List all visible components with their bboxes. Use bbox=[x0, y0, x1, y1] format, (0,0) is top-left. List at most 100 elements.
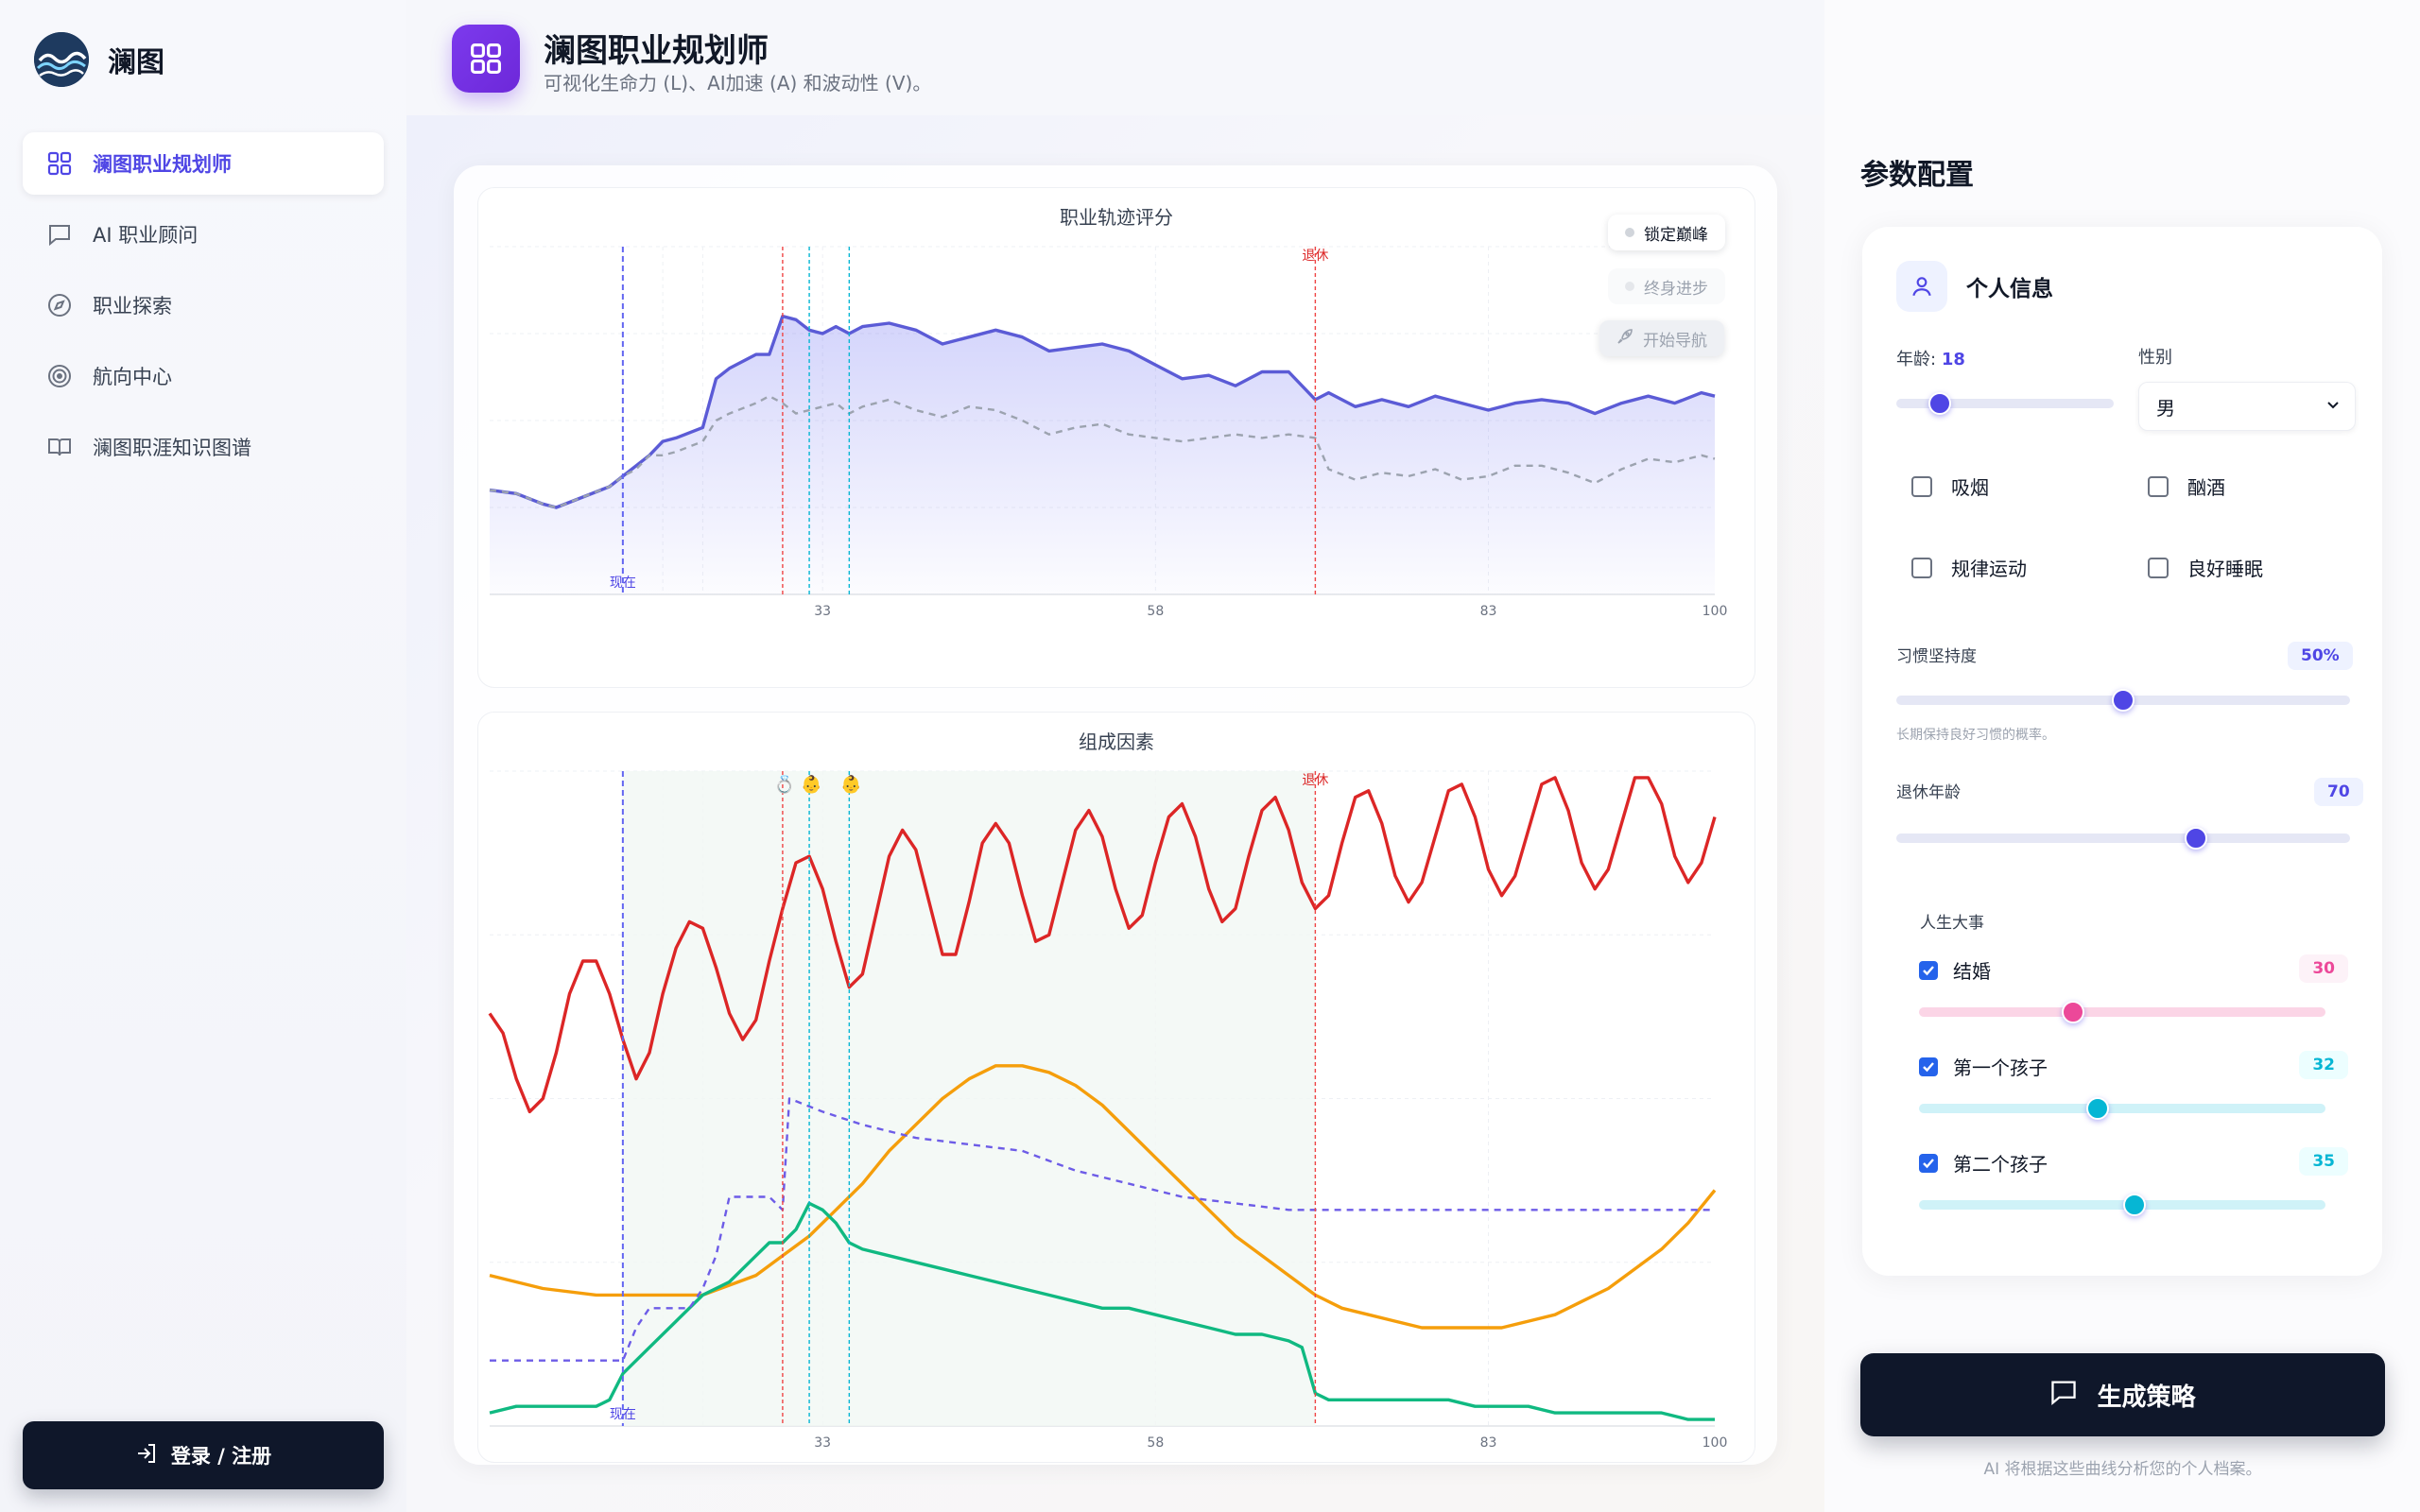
habit-persistence-label: 习惯坚持度 bbox=[1896, 647, 1977, 666]
checkbox[interactable] bbox=[2148, 475, 2169, 497]
sidebar-item-heading-center[interactable]: 航向中心 bbox=[23, 345, 384, 407]
event-age-badge: 30 bbox=[2299, 954, 2348, 983]
age-slider-handle[interactable] bbox=[1928, 392, 1951, 415]
habit-persistence-badge: 50% bbox=[2288, 642, 2353, 670]
life-events-label: 人生大事 bbox=[1920, 914, 1984, 933]
sidebar-nav: 澜图职业规划师 AI 职业顾问 职业探索 航向中心 澜图职涯知识图谱 bbox=[23, 132, 384, 487]
now-label: 现在 bbox=[610, 1407, 636, 1422]
event-label: 结婚 bbox=[1953, 960, 1991, 983]
age-label: 年龄: 18 bbox=[1896, 350, 1965, 369]
checkbox-checked-icon[interactable] bbox=[1919, 960, 1938, 980]
login-label: 登录 / 注册 bbox=[170, 1445, 272, 1468]
config-title: 参数配置 bbox=[1860, 159, 1974, 192]
rocket-icon bbox=[1616, 328, 1634, 350]
event-age-handle[interactable] bbox=[2086, 1097, 2110, 1120]
lock-peak-button[interactable]: 锁定巅峰 bbox=[1608, 215, 1725, 250]
event-checkbox[interactable]: 第二个孩子 bbox=[1919, 1149, 2048, 1177]
lifelong-label: 终身进步 bbox=[1644, 279, 1708, 299]
event-emoji: 👶 bbox=[801, 774, 821, 795]
x-tick-label: 33 bbox=[814, 604, 831, 619]
sidebar-item-ai-advisor[interactable]: AI 职业顾问 bbox=[23, 203, 384, 266]
chart-title: 职业轨迹评分 bbox=[1060, 206, 1173, 229]
chat-icon bbox=[45, 220, 74, 249]
event-age-handle[interactable] bbox=[2062, 1001, 2085, 1023]
habit-persistence-handle[interactable] bbox=[2112, 689, 2135, 712]
event-age-badge: 35 bbox=[2299, 1147, 2348, 1176]
lifelong-progress-button[interactable]: 终身进步 bbox=[1608, 268, 1725, 304]
checkbox-checked-icon[interactable] bbox=[1919, 1057, 1938, 1076]
career-trajectory-chart[interactable]: 现在 退休 33 58 83 100 bbox=[478, 188, 1756, 689]
event-age-slider[interactable] bbox=[1919, 1007, 2325, 1017]
x-tick-label: 58 bbox=[1147, 604, 1164, 619]
age-value: 18 bbox=[1941, 350, 1965, 369]
generate-strategy-button[interactable]: 生成策略 bbox=[1860, 1353, 2385, 1436]
sidebar-item-label: 职业探索 bbox=[93, 295, 172, 318]
series-area bbox=[490, 316, 1715, 594]
login-icon bbox=[135, 1442, 158, 1469]
series-line bbox=[488, 776, 1717, 1114]
habit-label: 良好睡眠 bbox=[2187, 558, 2263, 580]
generate-label: 生成策略 bbox=[2097, 1383, 2196, 1412]
checkbox-checked-icon[interactable] bbox=[1919, 1153, 1938, 1173]
chevron-down-icon bbox=[2325, 395, 2342, 418]
event-emoji: 💍 bbox=[774, 774, 795, 795]
sidebar-item-label: 澜图职涯知识图谱 bbox=[93, 437, 251, 459]
event-emoji: 👶 bbox=[840, 774, 861, 795]
brand[interactable]: 澜图 bbox=[34, 32, 164, 87]
start-navigation-button[interactable]: 开始导航 bbox=[1599, 320, 1724, 356]
chat-icon bbox=[2049, 1378, 2078, 1413]
login-button[interactable]: 登录 / 注册 bbox=[23, 1421, 384, 1489]
sidebar-item-explore[interactable]: 职业探索 bbox=[23, 274, 384, 336]
sidebar-item-career-planner[interactable]: 澜图职业规划师 bbox=[23, 132, 384, 195]
habit-label: 酗酒 bbox=[2187, 476, 2225, 499]
event-checkbox[interactable]: 第一个孩子 bbox=[1919, 1053, 2048, 1080]
now-label: 现在 bbox=[610, 576, 636, 591]
personal-info-title: 个人信息 bbox=[1966, 277, 2053, 301]
event-checkbox[interactable]: 结婚 bbox=[1919, 956, 1991, 984]
checkbox[interactable] bbox=[2148, 557, 2169, 578]
header: 澜图职业规划师 可视化生命力 (L)、AI加速 (A) 和波动性 (V)。 bbox=[406, 0, 1824, 115]
retire-label: 退休 bbox=[1302, 773, 1328, 788]
habit-exercise-checkbox[interactable]: 规律运动 bbox=[1911, 554, 2027, 581]
gender-select[interactable]: 男 bbox=[2138, 382, 2356, 431]
sidebar-item-knowledge-graph[interactable]: 澜图职涯知识图谱 bbox=[23, 416, 384, 478]
wave-logo-icon bbox=[34, 32, 89, 87]
event-age-handle[interactable] bbox=[2122, 1194, 2146, 1216]
x-tick-label: 83 bbox=[1480, 604, 1497, 619]
checkbox[interactable] bbox=[1911, 557, 1932, 578]
age-slider[interactable] bbox=[1896, 399, 2114, 408]
gender-value: 男 bbox=[2156, 396, 2175, 420]
x-tick-label: 58 bbox=[1147, 1435, 1164, 1451]
x-tick-label: 100 bbox=[1703, 1435, 1728, 1451]
compass-icon bbox=[45, 291, 74, 319]
habit-label: 吸烟 bbox=[1951, 476, 1989, 499]
checkbox[interactable] bbox=[1911, 475, 1932, 497]
habit-sleep-checkbox[interactable]: 良好睡眠 bbox=[2148, 554, 2263, 581]
habit-label: 规律运动 bbox=[1951, 558, 2027, 580]
retire-age-handle[interactable] bbox=[2184, 827, 2207, 850]
sidebar-item-label: 澜图职业规划师 bbox=[93, 153, 232, 176]
habit-smoking-checkbox[interactable]: 吸烟 bbox=[1911, 472, 1989, 500]
page-title: 澜图职业规划师 bbox=[544, 32, 769, 70]
x-tick-label: 83 bbox=[1480, 1435, 1497, 1451]
retire-age-slider[interactable] bbox=[1896, 833, 2350, 843]
start-nav-label: 开始导航 bbox=[1643, 331, 1707, 351]
personal-info-header: 个人信息 bbox=[1896, 261, 2053, 312]
components-panel: 组成因素 现在 退休 💍 👶 👶 33 58 83 100 bbox=[477, 712, 1755, 1463]
active-region bbox=[622, 771, 1316, 1426]
event-age-slider[interactable] bbox=[1919, 1200, 2325, 1210]
app-grid-icon bbox=[452, 25, 520, 93]
retire-age-label: 退休年龄 bbox=[1896, 783, 1961, 802]
x-tick-label: 100 bbox=[1703, 604, 1728, 619]
series-line bbox=[489, 314, 1716, 509]
status-dot-icon bbox=[1625, 282, 1634, 291]
event-age-slider[interactable] bbox=[1919, 1104, 2325, 1113]
habit-drinking-checkbox[interactable]: 酗酒 bbox=[2148, 472, 2225, 500]
components-chart[interactable]: 现在 退休 💍 👶 👶 33 58 83 100 bbox=[478, 713, 1756, 1464]
series-line bbox=[489, 395, 1716, 509]
sidebar: 澜图 澜图职业规划师 AI 职业顾问 职业探索 航向中心 bbox=[0, 0, 406, 1512]
habit-hint: 长期保持良好习惯的概率。 bbox=[1896, 728, 2055, 743]
brand-name: 澜图 bbox=[108, 46, 164, 79]
chart-title: 组成因素 bbox=[1079, 730, 1154, 753]
series-line bbox=[490, 1097, 1715, 1362]
